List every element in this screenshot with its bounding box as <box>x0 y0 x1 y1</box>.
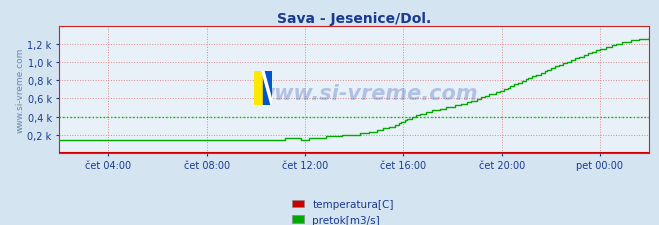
Title: Sava - Jesenice/Dol.: Sava - Jesenice/Dol. <box>277 12 432 26</box>
Polygon shape <box>263 72 272 106</box>
Y-axis label: www.si-vreme.com: www.si-vreme.com <box>16 47 24 133</box>
Text: www.si-vreme.com: www.si-vreme.com <box>254 84 477 104</box>
Polygon shape <box>254 72 263 106</box>
Legend: temperatura[C], pretok[m3/s]: temperatura[C], pretok[m3/s] <box>287 196 398 225</box>
